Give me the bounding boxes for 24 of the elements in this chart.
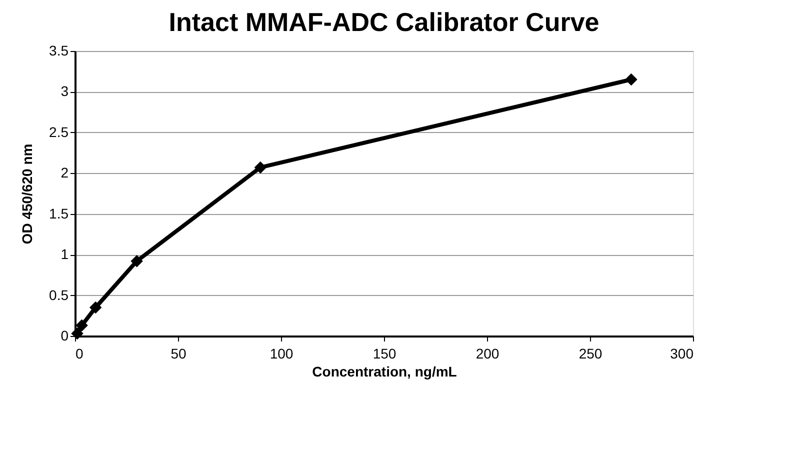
y-axis-title: OD 450/620 nm bbox=[19, 144, 36, 244]
y-tick-label: 0 bbox=[60, 328, 69, 344]
x-tick-label: 0 bbox=[76, 346, 84, 362]
x-tick-label: 300 bbox=[670, 346, 694, 362]
y-tick-label: 1.5 bbox=[49, 205, 69, 222]
x-tick-label: 100 bbox=[270, 346, 294, 362]
y-tick-label: 2 bbox=[60, 164, 69, 181]
point bbox=[76, 319, 88, 332]
point bbox=[71, 327, 84, 340]
y-tick-label: 2.5 bbox=[49, 124, 69, 140]
y-tick-label: 0.5 bbox=[49, 286, 69, 303]
x-tick-label: 50 bbox=[170, 346, 186, 362]
point bbox=[89, 301, 102, 314]
x-axis-title: Concentration, ng/mL bbox=[312, 364, 458, 380]
point bbox=[130, 254, 143, 268]
x-tick-label: 200 bbox=[476, 346, 500, 362]
y-tick-label: 3.5 bbox=[49, 42, 69, 58]
x-tick-label: 250 bbox=[578, 346, 602, 362]
y-tick-label: 1 bbox=[60, 246, 69, 262]
chart-title: Intact MMAF-ADC Calibrator Curve bbox=[168, 7, 600, 37]
point bbox=[625, 73, 638, 86]
y-tick-label: 3 bbox=[60, 83, 69, 100]
point bbox=[254, 161, 267, 174]
x-tick-label: 150 bbox=[372, 346, 396, 362]
